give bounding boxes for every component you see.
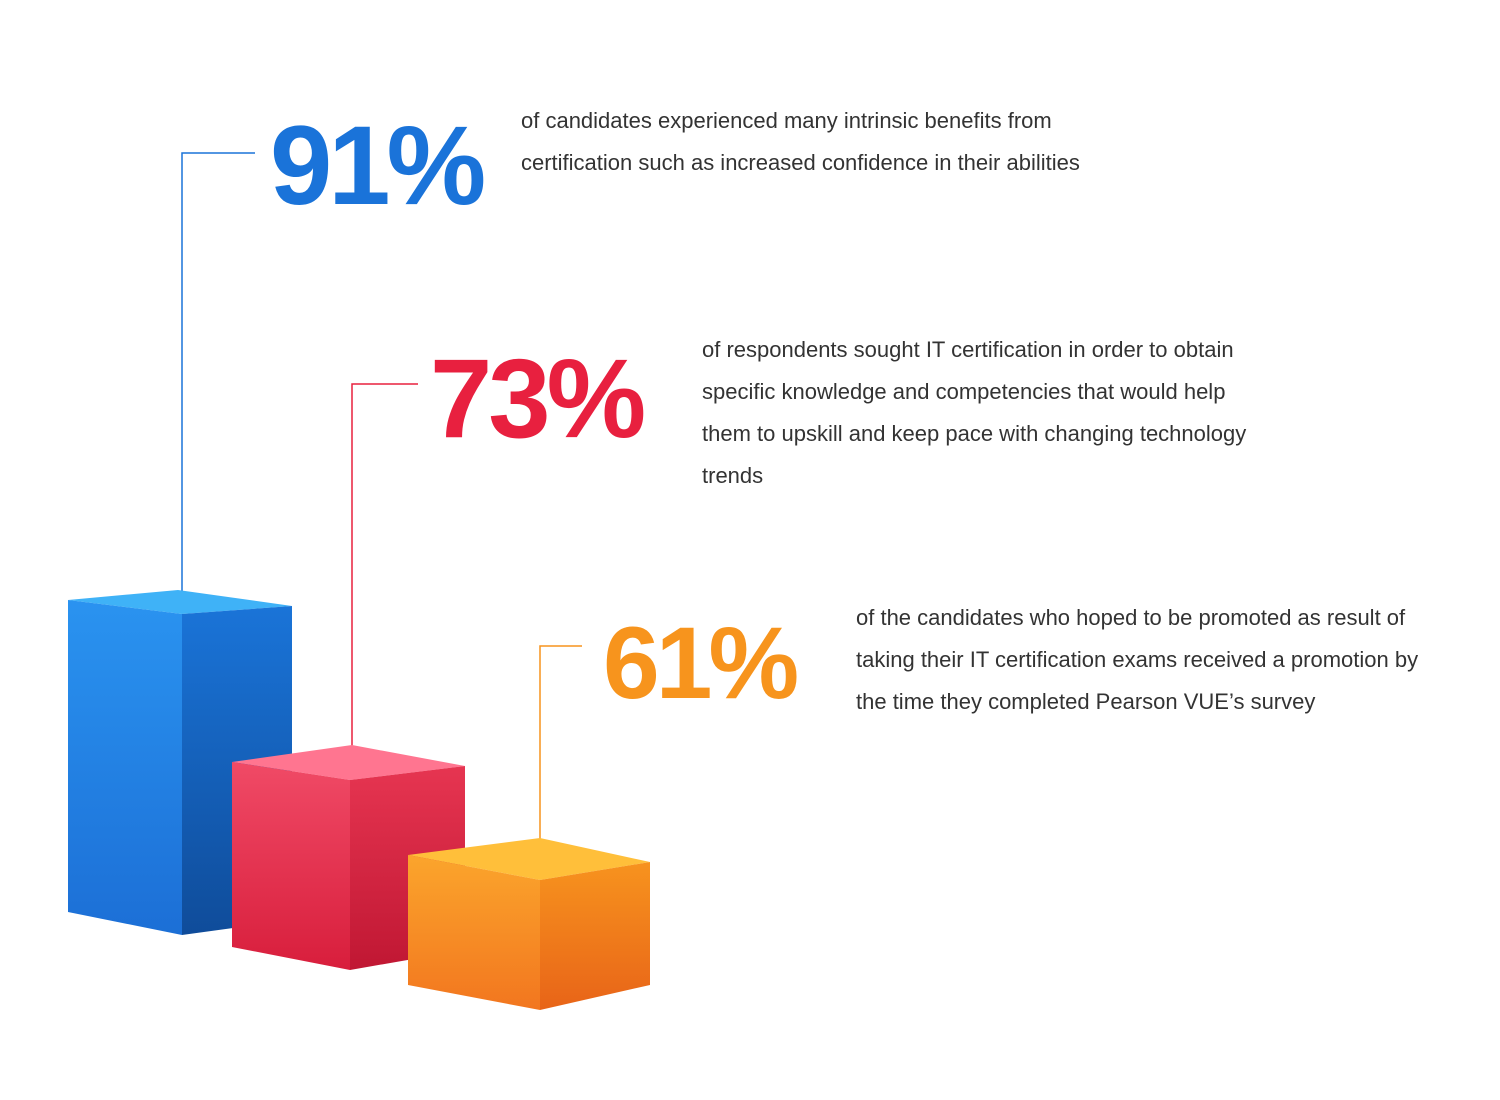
orange-bar xyxy=(408,838,650,1010)
stat-text: of respondents sought IT certification i… xyxy=(702,337,1247,488)
stat-value: 73% xyxy=(430,336,646,461)
connector-lines xyxy=(181,152,582,857)
stat-value: 91% xyxy=(270,103,486,228)
stat-text: of candidates experienced many intrinsic… xyxy=(521,108,1080,175)
stat-text: of the candidates who hoped to be promot… xyxy=(856,605,1419,714)
stat-value: 61% xyxy=(603,606,799,720)
